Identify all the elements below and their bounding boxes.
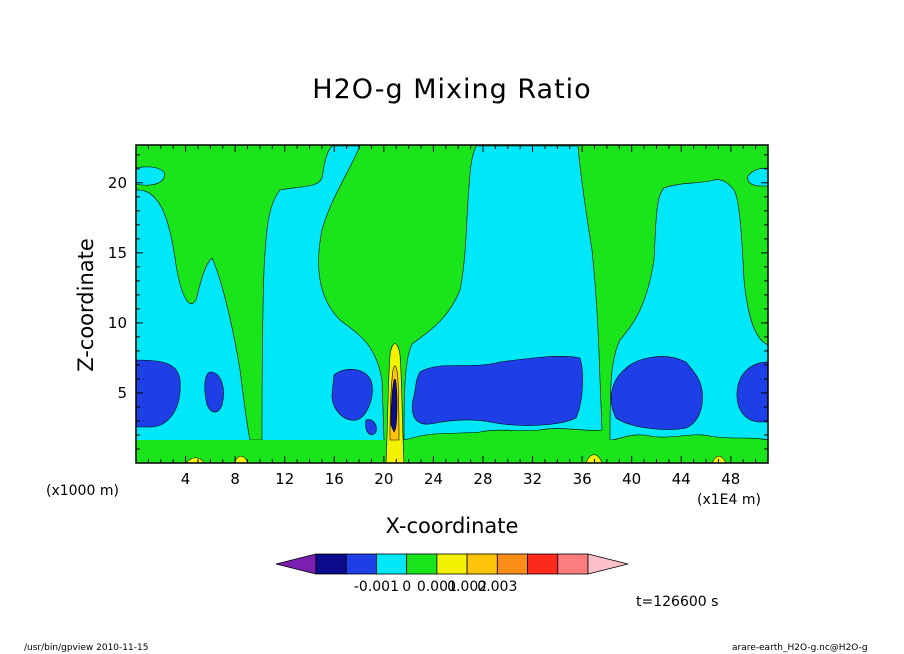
colorbar-label: 0.001 (417, 579, 457, 595)
x-tick-label: 40 (622, 470, 641, 488)
blue-core-dot (365, 419, 377, 435)
x-tick-label: 16 (325, 470, 344, 488)
x-tick-label: 24 (424, 470, 443, 488)
colorbar-swatch (527, 553, 559, 575)
plot-frame (135, 144, 769, 464)
x-tick-label: 44 (672, 470, 691, 488)
x-tick-label: 28 (473, 470, 492, 488)
colorbar-swatch (376, 553, 408, 575)
y-tick-label: 5 (117, 384, 127, 402)
blue-core-far-right (736, 361, 768, 423)
colorbar-label: 0.002 (447, 579, 487, 595)
blue-core-center (411, 356, 583, 426)
blue-core-small (204, 371, 224, 413)
cyan-cap-right (747, 167, 768, 187)
x-tick-label: 4 (181, 470, 191, 488)
colorbar-label: -0.001 (354, 579, 399, 595)
colorbar-swatch (466, 553, 498, 575)
time-label: t=126600 s (636, 594, 719, 610)
x-axis: 4 8 12 16 20 24 28 32 36 40 44 48 (147, 145, 757, 488)
cyan-cap-left (136, 166, 165, 186)
y-tick-label: 10 (108, 314, 127, 332)
y-tick-label: 15 (108, 244, 127, 262)
colorbar-swatch (406, 553, 438, 575)
contour-field (136, 145, 768, 463)
x-unit-label: (x1000 m) (46, 483, 119, 499)
x-scale-label: (x1E4 m) (697, 492, 761, 508)
colorbar-swatch (496, 553, 528, 575)
x-tick-label: 20 (374, 470, 393, 488)
footer-file-name: arare-earth_H2O-g.nc@H2O-g (732, 643, 868, 653)
x-tick-label: 12 (275, 470, 294, 488)
colorbar-high-arrow (587, 553, 629, 575)
y-tick-label: 20 (108, 174, 127, 192)
blue-core-left-center (331, 368, 373, 421)
colorbar-low-arrow (275, 553, 317, 575)
colorbar-label: 0.003 (477, 579, 517, 595)
blue-core-right (610, 356, 703, 430)
x-tick-label: 8 (230, 470, 240, 488)
dark-plume (390, 378, 398, 433)
colorbar-label: 0 (402, 579, 411, 595)
blue-core-left (136, 359, 181, 428)
x-tick-label: 36 (573, 470, 592, 488)
x-axis-label: X-coordinate (385, 514, 519, 538)
green-strip-bottom (136, 440, 768, 463)
footer-program-date: /usr/bin/gpview 2010-11-15 (24, 643, 149, 653)
colorbar-swatch (557, 553, 589, 575)
colorbar-swatch (315, 553, 347, 575)
y-axis: 5 10 15 20 (108, 154, 768, 450)
chart-title: H2O-g Mixing Ratio (312, 74, 592, 105)
colorbar-swatch (436, 553, 468, 575)
colorbar-swatch (345, 553, 377, 575)
x-tick-label: 32 (523, 470, 542, 488)
x-tick-label: 48 (721, 470, 740, 488)
